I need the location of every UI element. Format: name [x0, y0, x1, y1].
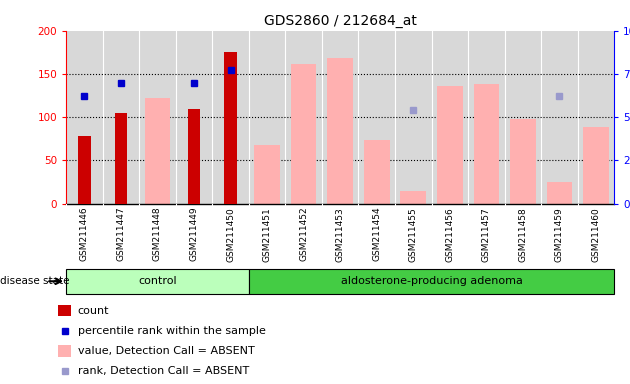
Text: GSM211449: GSM211449 — [190, 207, 198, 262]
Bar — [145, 98, 170, 204]
Bar — [364, 140, 389, 204]
Bar — [328, 58, 353, 204]
Text: GSM211456: GSM211456 — [445, 207, 454, 262]
Bar — [583, 127, 609, 204]
Bar — [401, 192, 426, 204]
Text: GSM211459: GSM211459 — [555, 207, 564, 262]
Text: count: count — [77, 306, 110, 316]
Text: GSM211446: GSM211446 — [80, 207, 89, 262]
Text: GSM211447: GSM211447 — [117, 207, 125, 262]
Title: GDS2860 / 212684_at: GDS2860 / 212684_at — [264, 14, 416, 28]
Text: GSM211453: GSM211453 — [336, 207, 345, 262]
Text: GSM211450: GSM211450 — [226, 207, 235, 262]
Bar — [66, 269, 249, 294]
Text: GSM211452: GSM211452 — [299, 207, 308, 262]
Bar — [58, 345, 71, 357]
Bar — [78, 136, 91, 204]
Text: GSM211460: GSM211460 — [592, 207, 600, 262]
Bar — [437, 86, 462, 204]
Bar — [547, 182, 572, 204]
Text: GSM211458: GSM211458 — [518, 207, 527, 262]
Text: GSM211454: GSM211454 — [372, 207, 381, 262]
Bar — [255, 145, 280, 204]
Text: GSM211451: GSM211451 — [263, 207, 272, 262]
Bar — [510, 119, 536, 204]
Text: percentile rank within the sample: percentile rank within the sample — [77, 326, 266, 336]
Text: control: control — [138, 276, 177, 286]
Text: value, Detection Call = ABSENT: value, Detection Call = ABSENT — [77, 346, 255, 356]
Text: disease state: disease state — [0, 276, 69, 286]
Bar — [188, 109, 200, 204]
Text: aldosterone-producing adenoma: aldosterone-producing adenoma — [341, 276, 522, 286]
Text: GSM211448: GSM211448 — [153, 207, 162, 262]
Text: GSM211455: GSM211455 — [409, 207, 418, 262]
Bar — [291, 64, 316, 204]
Text: rank, Detection Call = ABSENT: rank, Detection Call = ABSENT — [77, 366, 249, 376]
Bar — [58, 305, 71, 316]
Text: GSM211457: GSM211457 — [482, 207, 491, 262]
Bar — [224, 52, 237, 204]
Bar — [474, 84, 499, 204]
Bar — [115, 113, 127, 204]
Bar — [249, 269, 614, 294]
